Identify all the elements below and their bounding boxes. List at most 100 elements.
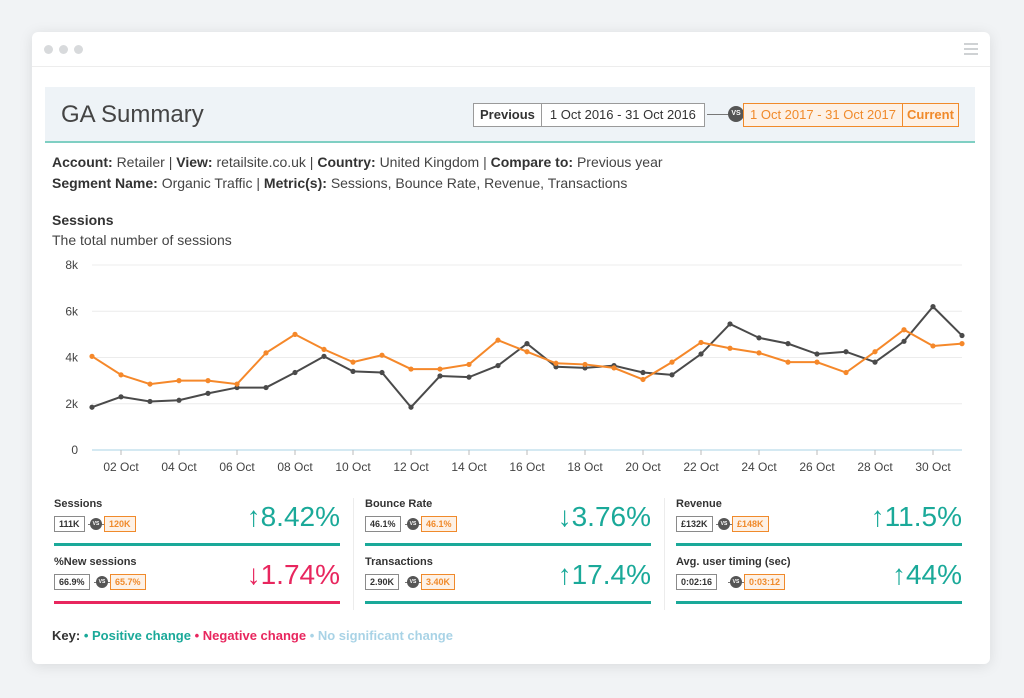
data-point (756, 350, 762, 356)
data-point (466, 361, 472, 368)
metric-status-bar (676, 543, 962, 546)
metric-card[interactable]: Bounce Rate 46.1% VS 46.1% ↓3.76% (365, 498, 651, 546)
data-point (263, 384, 269, 391)
metric-previous-value: 66.9% (54, 574, 90, 590)
metric-name: Avg. user timing (sec) (676, 556, 791, 568)
arrow-up-icon: ↑ (870, 501, 885, 532)
metric-current-value: £148K (732, 516, 769, 532)
data-point (321, 353, 327, 359)
metric-current-value: 46.1% (421, 516, 457, 532)
data-point (901, 338, 907, 344)
data-point (843, 349, 849, 355)
key-positive: • Positive change (83, 628, 191, 643)
key-negative: • Negative change (194, 628, 307, 643)
metric-name: Revenue (676, 498, 722, 510)
window-dot-icon (74, 45, 83, 54)
data-point (89, 353, 95, 359)
data-point (350, 368, 356, 374)
data-point (205, 378, 211, 384)
current-range-box[interactable]: 1 Oct 2017 - 31 Oct 2017 Current (743, 103, 959, 127)
metric-change: ↑44% (891, 559, 962, 590)
chart-subtitle: The total number of sessions (52, 232, 232, 248)
data-point (495, 362, 501, 369)
data-point (147, 398, 153, 405)
data-point (89, 404, 95, 410)
window-dot-icon (44, 45, 53, 54)
data-point (959, 332, 965, 339)
report-window: GA Summary Previous 1 Oct 2016 - 31 Oct … (32, 32, 990, 664)
vs-badge: VS (96, 576, 108, 588)
data-point (669, 372, 675, 378)
data-point (437, 373, 443, 379)
menu-icon[interactable] (964, 43, 978, 55)
data-point (611, 365, 617, 371)
metric-status-bar (676, 601, 962, 604)
metric-status-bar (365, 601, 651, 604)
current-range: 1 Oct 2017 - 31 Oct 2017 (744, 104, 902, 126)
metric-card[interactable]: Avg. user timing (sec) 0:02:16 VS 0:03:12 ↑4… (676, 556, 962, 604)
data-point (727, 321, 733, 327)
metric-card[interactable]: Revenue £132K VS £148K ↑11.5% (676, 498, 962, 546)
metric-change: ↑17.4% (557, 559, 651, 590)
data-point (466, 374, 472, 380)
x-tick-label: 30 Oct (915, 460, 951, 474)
data-point (814, 359, 820, 365)
arrow-down-icon: ↓ (557, 501, 572, 532)
data-point (698, 351, 704, 357)
legend-key: Key: • Positive change • Negative change… (52, 628, 453, 643)
data-point (176, 378, 182, 384)
metric-previous-value: 0:02:16 (676, 574, 718, 590)
metric-card[interactable]: Transactions 2.90K VS 3.40K ↑17.4% (365, 556, 651, 604)
metric-current-value: 120K (104, 516, 136, 532)
x-tick-label: 10 Oct (335, 460, 371, 474)
x-tick-label: 26 Oct (799, 460, 835, 474)
metric-previous-value: 111K (54, 516, 85, 532)
y-tick-label: 2k (65, 397, 79, 411)
vs-connector (707, 114, 743, 115)
data-point (408, 404, 414, 410)
data-point (640, 376, 646, 383)
data-point (669, 359, 675, 365)
report-header: GA Summary Previous 1 Oct 2016 - 31 Oct … (45, 87, 975, 143)
x-tick-label: 14 Oct (451, 460, 487, 474)
metric-card[interactable]: %New sessions 66.9% VS 65.7% ↓1.74% (54, 556, 340, 604)
data-point (379, 369, 385, 376)
x-tick-label: 04 Oct (161, 460, 197, 474)
data-point (379, 352, 385, 358)
vs-badge: VS (718, 518, 730, 530)
series-line (91, 328, 963, 386)
report-meta-line-1: Account: Retailer | View: retailsite.co.… (52, 154, 663, 170)
vs-badge: VS (730, 576, 742, 588)
data-point (872, 359, 878, 365)
metric-current-value: 0:03:12 (744, 574, 786, 590)
x-tick-label: 12 Oct (393, 460, 429, 474)
metric-previous-value: £132K (676, 516, 713, 532)
metric-previous-value: 46.1% (365, 516, 401, 532)
sessions-line-chart: 0 2k 4k 6k 8k 02 Oct 04 Oct 06 Oct 08 Oct 10 Oct 1… (65, 258, 965, 474)
data-point (234, 381, 240, 387)
data-point (147, 381, 153, 387)
x-tick-label: 02 Oct (103, 460, 139, 474)
data-point (901, 327, 907, 333)
previous-label: Previous (474, 104, 542, 126)
metric-card[interactable]: Sessions 111K VS 120K ↑8.42% (54, 498, 340, 546)
metric-change: ↑11.5% (870, 501, 962, 532)
previous-range-box[interactable]: Previous 1 Oct 2016 - 31 Oct 2016 (473, 103, 705, 127)
y-tick-label: 8k (65, 258, 79, 272)
data-point (930, 304, 936, 310)
data-point (524, 349, 530, 355)
report-meta-line-2: Segment Name: Organic Traffic | Metric(s… (52, 175, 628, 191)
data-point (814, 351, 820, 357)
data-point (408, 366, 414, 372)
metric-current-value: 65.7% (110, 574, 146, 590)
data-point (727, 345, 733, 351)
window-dot-icon (59, 45, 68, 54)
page-title: GA Summary (61, 101, 204, 128)
data-point (756, 335, 762, 341)
data-point (205, 390, 211, 396)
metric-change: ↑8.42% (246, 501, 340, 532)
x-tick-label: 06 Oct (219, 460, 255, 474)
current-label: Current (901, 104, 958, 126)
metric-previous-value: 2.90K (365, 574, 400, 590)
data-point (959, 341, 965, 347)
